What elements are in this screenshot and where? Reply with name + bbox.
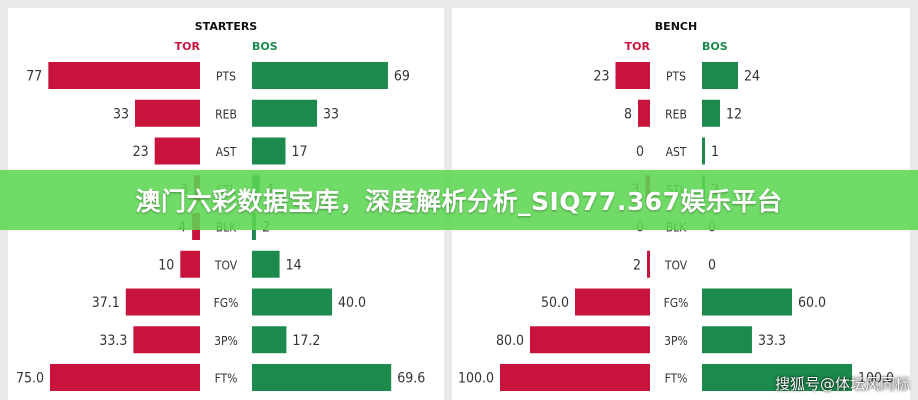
starters-value-bos-ast: 17 (291, 144, 307, 160)
bench-bar-tor-pts (615, 62, 650, 89)
starters-value-tor-3ppct: 33.3 (99, 333, 127, 349)
starters-value-tor-pts: 77 (26, 69, 42, 85)
bench-bar-tor-tov (647, 250, 650, 278)
bench-category-tov: TOV (664, 258, 688, 272)
starters-category-ast: AST (216, 145, 237, 159)
starters-category-fgpct: FG% (214, 296, 239, 310)
bench-bar-bos-ast (702, 137, 705, 165)
starters-bar-tor-reb (134, 99, 200, 127)
bench-team-label-tor: TOR (625, 40, 651, 53)
starters-bar-bos-reb (252, 99, 318, 127)
starters-bar-tor-tov (180, 250, 200, 278)
starters-bar-bos-pts (252, 62, 388, 89)
bench-bar-bos-pts (702, 62, 738, 89)
bench-value-tor-pts: 23 (593, 69, 609, 85)
bench-bar-tor-3ppct (530, 326, 650, 354)
bench-value-bos-pts: 24 (744, 69, 760, 85)
starters-bar-bos-tov (252, 250, 280, 278)
starters-bar-tor-fgpct (125, 288, 200, 316)
starters-value-tor-ftpct: 75.0 (16, 371, 44, 387)
bench-chart-title: BENCH (655, 20, 697, 33)
starters-bar-bos-3ppct (252, 326, 287, 354)
starters-value-bos-3ppct: 17.2 (292, 333, 320, 349)
banner-text: 澳门六彩数据宝库，深度解析分析_SIQ77.367娱乐平台 (135, 187, 783, 216)
bench-bar-bos-3ppct (702, 326, 752, 354)
starters-bar-bos-ftpct (252, 364, 392, 391)
starters-category-ftpct: FT% (215, 372, 238, 386)
bench-value-bos-fgpct: 60.0 (798, 295, 826, 311)
starters-value-bos-reb: 33 (323, 106, 339, 122)
bench-bar-tor-reb (638, 99, 650, 127)
starters-bar-tor-ast (154, 137, 200, 165)
bench-value-tor-reb: 8 (624, 106, 632, 122)
bench-value-tor-ast: 0 (636, 144, 644, 160)
bench-category-fgpct: FG% (664, 296, 689, 310)
bench-category-pts: PTS (666, 70, 686, 84)
starters-bar-bos-ast (252, 137, 286, 165)
starters-category-3ppct: 3P% (214, 334, 238, 348)
bench-category-reb: REB (665, 107, 687, 121)
bench-value-bos-ast: 1 (711, 144, 719, 160)
bench-value-bos-tov: 0 (708, 257, 716, 273)
bench-team-label-bos: BOS (702, 40, 728, 53)
starters-team-label-tor: TOR (175, 40, 201, 53)
starters-bar-tor-3ppct (133, 326, 200, 354)
bench-bar-bos-ftpct (702, 364, 852, 391)
starters-value-bos-fgpct: 40.0 (338, 295, 366, 311)
starters-chart-title: STARTERS (195, 20, 258, 33)
bench-value-tor-fgpct: 50.0 (541, 295, 569, 311)
overlay-banner: 澳门六彩数据宝库，深度解析分析_SIQ77.367娱乐平台 (0, 170, 918, 230)
bench-value-tor-tov: 2 (633, 257, 641, 273)
bench-value-tor-3ppct: 80.0 (496, 333, 524, 349)
starters-chart: STARTERSTORBOS77PTS6933REB3323AST173STL4… (16, 20, 425, 391)
starters-value-bos-tov: 14 (286, 257, 302, 273)
bench-category-ast: AST (666, 145, 687, 159)
bench-category-ftpct: FT% (665, 372, 688, 386)
starters-value-bos-pts: 69 (394, 69, 410, 85)
starters-value-tor-tov: 10 (158, 257, 174, 273)
starters-category-tov: TOV (214, 258, 238, 272)
bench-bar-tor-ftpct (500, 364, 650, 391)
starters-value-bos-ftpct: 69.6 (397, 371, 425, 387)
starters-bar-tor-ftpct (50, 364, 200, 391)
starters-team-label-bos: BOS (252, 40, 278, 53)
bench-bar-bos-reb (702, 99, 720, 127)
starters-value-tor-reb: 33 (113, 106, 129, 122)
starters-category-reb: REB (215, 107, 237, 121)
bench-value-bos-3ppct: 33.3 (758, 333, 786, 349)
bench-value-bos-ftpct: 100.0 (858, 371, 894, 387)
bench-category-3ppct: 3P% (664, 334, 688, 348)
bench-value-bos-reb: 12 (726, 106, 742, 122)
bench-bar-tor-fgpct (575, 288, 650, 316)
starters-bar-bos-fgpct (252, 288, 332, 316)
bench-bar-bos-fgpct (702, 288, 792, 316)
watermark-text: 搜狐号@体坛风同标 (774, 375, 910, 393)
starters-value-tor-ast: 23 (133, 144, 149, 160)
starters-value-tor-fgpct: 37.1 (92, 295, 120, 311)
bench-value-tor-ftpct: 100.0 (458, 371, 494, 387)
starters-bar-tor-pts (48, 62, 201, 89)
starters-category-pts: PTS (216, 70, 236, 84)
